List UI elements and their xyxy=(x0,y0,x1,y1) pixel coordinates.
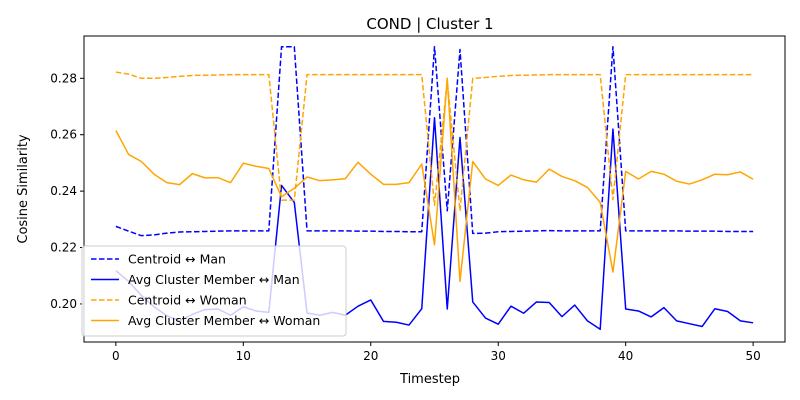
y-tick-label: 0.28 xyxy=(50,71,77,85)
x-axis-ticks: 0 10 20 30 40 50 xyxy=(112,342,761,363)
x-tick-label: 50 xyxy=(745,349,760,363)
y-tick-label: 0.26 xyxy=(50,128,77,142)
legend-box xyxy=(81,245,347,337)
y-axis-label: Cosine Similarity xyxy=(16,134,31,244)
series-line-1 xyxy=(115,45,754,237)
y-tick-label: 0.20 xyxy=(50,297,77,311)
x-tick-label: 30 xyxy=(491,349,506,363)
x-axis-label: Timestep xyxy=(399,372,460,387)
legend: Centroid ↔ Man Avg Cluster Member ↔ Man Ce… xyxy=(81,245,347,337)
legend-label-3: Centroid ↔ Woman xyxy=(128,293,247,308)
y-tick-label: 0.22 xyxy=(50,241,77,255)
y-tick-label: 0.24 xyxy=(50,184,77,198)
y-axis-ticks: 0.20 0.22 0.24 0.26 0.28 xyxy=(50,71,84,311)
plot-frame xyxy=(83,35,786,343)
legend-label-1: Centroid ↔ Man xyxy=(128,252,226,267)
series-line-3 xyxy=(115,71,754,212)
series-line-4 xyxy=(115,77,754,283)
x-tick-label: 40 xyxy=(618,349,633,363)
x-tick-label: 0 xyxy=(112,349,120,363)
x-tick-label: 10 xyxy=(236,349,251,363)
legend-label-4: Avg Cluster Member ↔ Woman xyxy=(128,313,320,328)
legend-label-2: Avg Cluster Member ↔ Man xyxy=(128,272,300,287)
x-tick-label: 20 xyxy=(363,349,378,363)
chart-title: COND | Cluster 1 xyxy=(366,15,493,33)
